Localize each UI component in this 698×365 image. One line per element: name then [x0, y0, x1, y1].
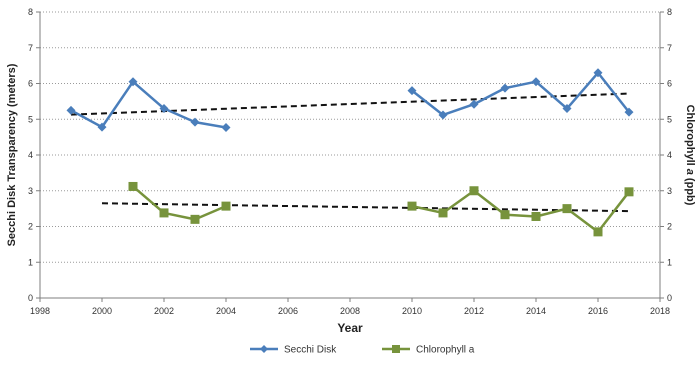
chlorophyll-a-point	[190, 214, 200, 224]
x-tick-label: 2010	[402, 306, 422, 316]
y2-tick-label: 0	[667, 293, 672, 303]
x-tick-label: 2008	[340, 306, 360, 316]
secchi-disk-line	[70, 80, 227, 129]
y-axis-left-title: Secchi Disk Transparency (meters)	[6, 63, 18, 246]
y-axis-right-title-italic: a	[684, 169, 696, 175]
y-tick-label: 5	[28, 114, 33, 124]
secchi-disk-point	[190, 117, 200, 127]
x-tick-label: 2012	[464, 306, 484, 316]
chlorophyll-a-point	[500, 210, 510, 220]
secchi-disk-point	[500, 83, 510, 93]
y-tick-label: 3	[28, 186, 33, 196]
y-tick-label: 2	[28, 222, 33, 232]
y-tick-label: 7	[28, 43, 33, 53]
chlorophyll-a-point	[593, 227, 603, 237]
y2-tick-label: 6	[667, 79, 672, 89]
y-tick-label: 4	[28, 150, 33, 160]
y2-tick-label: 5	[667, 114, 672, 124]
x-tick-label: 2004	[216, 306, 236, 316]
chlorophyll-a-point	[469, 186, 479, 196]
y2-tick-label: 7	[667, 43, 672, 53]
x-tick-label: 2006	[278, 306, 298, 316]
chlorophyll-a-line	[411, 189, 630, 234]
secchi-disk-point	[97, 122, 107, 132]
x-tick-label: 2014	[526, 306, 546, 316]
secchi-disk-point	[593, 68, 603, 78]
y-axis-right-title-suffix: (ppb)	[684, 175, 696, 206]
legend-chlorophyll-a-label: Chlorophyll a	[416, 345, 475, 356]
secchi-disk-point	[407, 86, 417, 96]
x-tick-label: 1998	[30, 306, 50, 316]
secchi-disk-point	[469, 99, 479, 109]
x-tick-label: 2016	[588, 306, 608, 316]
secchi-trend-line	[70, 92, 630, 116]
y-axis-right-title-prefix: Chlorophyll	[684, 105, 696, 169]
secchi-disk-point	[66, 105, 76, 115]
chlorophyll-a-point	[438, 208, 448, 218]
chlorophyll-a-line	[132, 185, 227, 221]
x-tick-label: 2002	[154, 306, 174, 316]
y-tick-label: 8	[28, 7, 33, 17]
secchi-disk-point	[562, 104, 572, 114]
chlorophyll-a-point	[128, 181, 138, 191]
secchi-disk-point	[159, 104, 169, 114]
chlorophyll-a-point	[624, 187, 634, 197]
chlorophyll-a-point	[159, 208, 169, 218]
y-tick-label: 1	[28, 257, 33, 267]
x-tick-label: 2018	[650, 306, 670, 316]
secchi-disk-point	[531, 77, 541, 87]
chlorophyll-a-point	[221, 201, 231, 211]
y-tick-label: 0	[28, 293, 33, 303]
secchi-disk-point	[624, 107, 634, 117]
legend-secchi-disk-label: Secchi Disk	[284, 345, 337, 356]
y2-tick-label: 2	[667, 222, 672, 232]
x-axis-title: Year	[337, 321, 363, 335]
secchi-disk-line	[411, 71, 630, 117]
y-tick-label: 6	[28, 79, 33, 89]
secchi-disk-point	[438, 110, 448, 120]
chlorophyll-a-point	[562, 204, 572, 214]
y2-tick-label: 8	[667, 7, 672, 17]
secchi-disk-point	[221, 122, 231, 132]
legend-secchi-disk-marker	[260, 345, 268, 353]
secchi-disk-point	[128, 77, 138, 87]
y-axis-right-title: Chlorophyll a (ppb)	[684, 105, 696, 206]
chlorophyll-trend-line	[101, 202, 630, 213]
chlorophyll-a-point	[407, 201, 417, 211]
legend-chlorophyll-a-marker	[392, 345, 400, 353]
y2-tick-label: 3	[667, 186, 672, 196]
y2-tick-label: 4	[667, 150, 672, 160]
chlorophyll-a-point	[531, 211, 541, 221]
y2-tick-label: 1	[667, 257, 672, 267]
x-tick-label: 2000	[92, 306, 112, 316]
